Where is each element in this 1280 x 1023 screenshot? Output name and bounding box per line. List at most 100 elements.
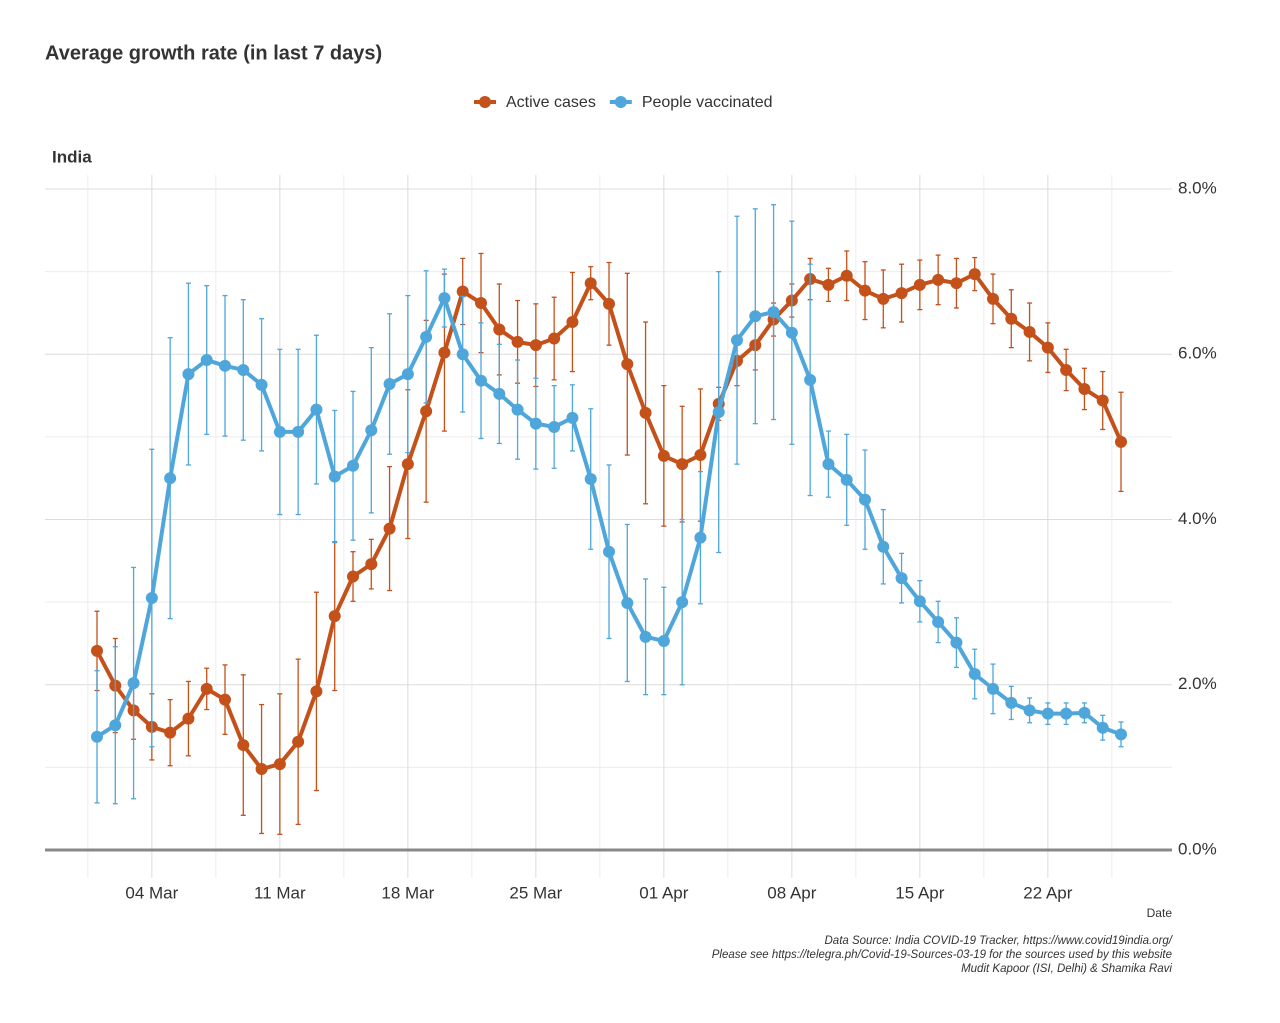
data-point — [1005, 696, 1018, 709]
data-point — [804, 373, 817, 386]
data-point — [109, 719, 122, 732]
y-tick-label: 0.0% — [1178, 839, 1217, 858]
data-point — [1096, 394, 1109, 407]
data-point — [328, 610, 341, 623]
data-point — [529, 339, 542, 352]
data-point — [621, 358, 634, 371]
data-point — [840, 473, 853, 486]
data-point — [237, 739, 250, 752]
data-point — [603, 545, 615, 558]
y-tick-label: 4.0% — [1178, 509, 1217, 528]
x-tick-label: 08 Apr — [767, 883, 816, 902]
x-tick-label: 18 Mar — [381, 883, 434, 902]
data-point — [895, 287, 908, 300]
data-point — [822, 278, 835, 291]
data-point — [731, 334, 743, 347]
data-point — [968, 268, 981, 281]
data-point — [987, 682, 999, 695]
x-tick-label: 11 Mar — [254, 883, 306, 902]
data-point — [511, 335, 524, 348]
data-point — [548, 420, 561, 433]
data-point — [694, 449, 707, 462]
data-point — [365, 558, 378, 571]
data-point — [255, 763, 268, 776]
data-point — [347, 570, 359, 583]
data-point — [932, 273, 945, 286]
data-point — [694, 531, 707, 544]
data-point — [219, 359, 231, 372]
data-point — [749, 310, 762, 323]
legend-label: People vaccinated — [642, 94, 773, 111]
data-point — [877, 292, 890, 305]
data-point — [255, 378, 268, 391]
x-tick-label: 01 Apr — [639, 883, 688, 902]
data-point — [859, 284, 871, 297]
data-point — [237, 363, 250, 376]
data-point — [1005, 312, 1018, 325]
data-point — [347, 459, 359, 472]
data-point — [657, 449, 670, 462]
data-point — [987, 292, 999, 305]
data-point — [420, 405, 433, 418]
data-point — [273, 758, 286, 771]
data-point — [877, 540, 890, 553]
x-tick-label: 15 Apr — [895, 883, 944, 902]
data-point — [182, 368, 195, 381]
data-point — [676, 458, 689, 471]
data-point — [91, 644, 103, 657]
x-axis-label: Date — [1147, 906, 1173, 920]
data-point — [913, 595, 926, 608]
caption: Mudit Kapoor (ISI, Delhi) & Shamika Ravi — [961, 963, 1172, 975]
data-point — [1060, 363, 1073, 376]
legend-label: Active cases — [506, 94, 596, 111]
data-point — [657, 634, 670, 647]
y-tick-label: 2.0% — [1178, 674, 1217, 693]
data-point — [1023, 704, 1036, 717]
panel-label: India — [52, 147, 92, 166]
data-point — [968, 668, 981, 681]
data-point — [1041, 707, 1054, 720]
legend-swatch — [479, 96, 491, 108]
chart-title: Average growth rate (in last 7 days) — [45, 42, 382, 64]
data-point — [456, 348, 469, 361]
data-point — [548, 332, 561, 345]
data-point — [493, 323, 506, 336]
data-point — [438, 292, 451, 305]
y-tick-label: 6.0% — [1178, 344, 1217, 363]
data-point — [1078, 382, 1091, 395]
data-point — [584, 277, 597, 290]
data-point — [1060, 707, 1073, 720]
data-point — [1078, 706, 1091, 719]
data-point — [273, 425, 286, 438]
y-tick-label: 8.0% — [1178, 178, 1217, 197]
data-point — [566, 411, 579, 424]
data-point — [639, 630, 652, 643]
data-point — [840, 269, 853, 282]
data-point — [676, 596, 689, 609]
x-tick-label: 04 Mar — [125, 883, 178, 902]
data-point — [1115, 728, 1127, 741]
data-point — [475, 374, 487, 387]
data-point — [822, 458, 835, 471]
data-point — [91, 730, 103, 743]
data-point — [529, 417, 542, 430]
data-point — [493, 387, 506, 400]
data-point — [310, 685, 323, 698]
data-point — [1041, 341, 1054, 354]
data-point — [328, 470, 341, 483]
data-point — [767, 306, 780, 319]
data-point — [292, 425, 305, 438]
legend: Active cases People vaccinated — [474, 94, 773, 111]
data-point — [511, 403, 524, 416]
data-point — [365, 424, 378, 437]
data-point — [456, 285, 469, 298]
data-point — [603, 297, 615, 310]
data-point — [383, 522, 396, 535]
x-tick-label: 22 Apr — [1023, 883, 1072, 902]
data-point — [401, 458, 414, 471]
data-point — [401, 368, 414, 381]
data-point — [895, 572, 908, 585]
data-point — [182, 712, 195, 725]
data-point — [200, 682, 213, 695]
